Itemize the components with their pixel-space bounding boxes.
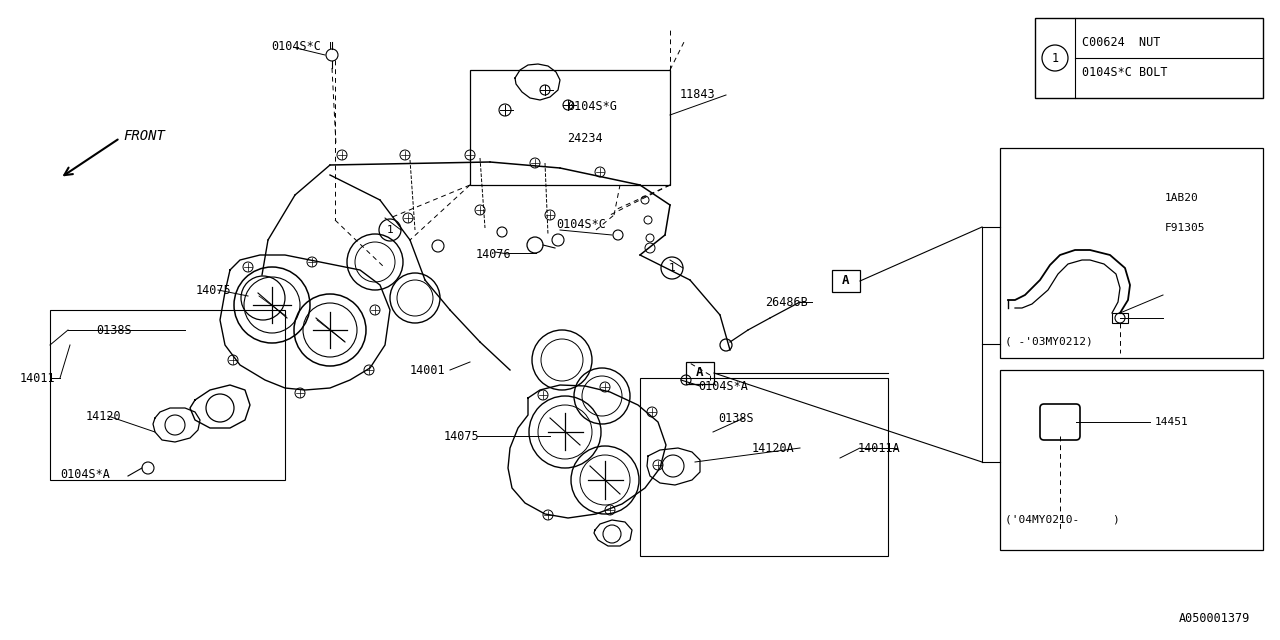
Text: A: A (842, 275, 850, 287)
Text: 1: 1 (668, 263, 676, 273)
Text: 24234: 24234 (567, 131, 603, 145)
Text: C00624  NUT: C00624 NUT (1082, 35, 1161, 49)
Text: 0104S*G: 0104S*G (567, 100, 617, 113)
Text: A050001379: A050001379 (1179, 611, 1251, 625)
Text: 14076: 14076 (476, 248, 512, 260)
Text: F91305: F91305 (1165, 223, 1206, 233)
Text: 14075: 14075 (196, 284, 232, 296)
Bar (1000, 148, 1263, 358)
Bar (640, 378, 888, 556)
Text: 1: 1 (387, 225, 393, 235)
Text: 14001: 14001 (410, 364, 445, 376)
Text: FRONT: FRONT (123, 129, 165, 143)
Text: 14011: 14011 (20, 371, 55, 385)
Bar (50, 310, 285, 480)
Bar (832, 270, 860, 292)
Text: ('04MY0210-     ): ('04MY0210- ) (1005, 515, 1120, 525)
Bar (1036, 18, 1263, 98)
Text: 1: 1 (1051, 51, 1059, 65)
Text: 0104S*A: 0104S*A (60, 467, 110, 481)
Text: ( -'03MY0212): ( -'03MY0212) (1005, 337, 1093, 347)
Text: 1AB20: 1AB20 (1165, 193, 1199, 203)
Text: 14120: 14120 (86, 410, 122, 422)
Bar (686, 362, 714, 384)
Text: 0138S: 0138S (96, 323, 132, 337)
Text: 14451: 14451 (1155, 417, 1189, 427)
Bar (1112, 313, 1128, 323)
Bar (470, 70, 669, 185)
Text: 0104S*C: 0104S*C (271, 40, 321, 54)
Text: 0104S*C BOLT: 0104S*C BOLT (1082, 65, 1167, 79)
Text: 26486B: 26486B (765, 296, 808, 308)
Text: 0104S*C: 0104S*C (556, 218, 605, 230)
Text: 0138S: 0138S (718, 412, 754, 424)
Text: 14011A: 14011A (858, 442, 901, 454)
Bar (1000, 370, 1263, 550)
Text: 11843: 11843 (680, 88, 716, 102)
Text: 0104S*A: 0104S*A (698, 380, 748, 392)
Text: A: A (696, 367, 704, 380)
Text: 14120A: 14120A (753, 442, 795, 454)
Text: 14075: 14075 (444, 429, 480, 442)
